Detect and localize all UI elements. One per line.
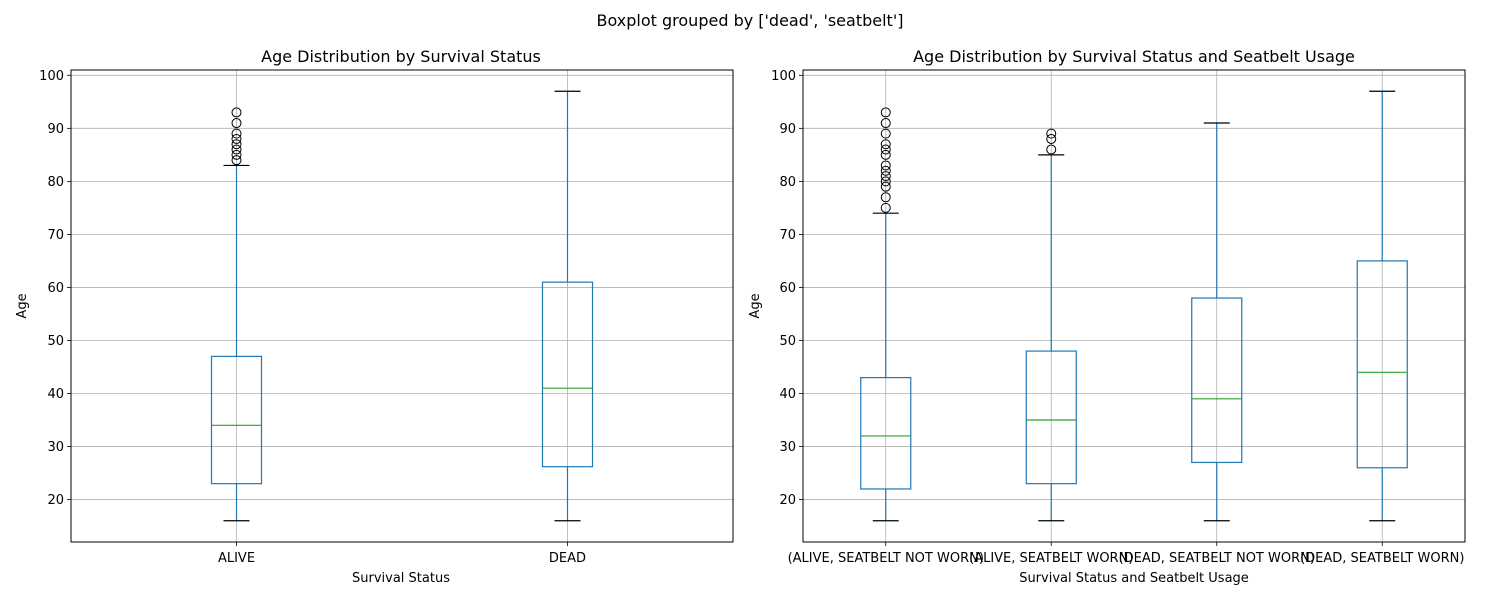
- y-tick-label: 30: [47, 440, 64, 455]
- y-tick-label: 20: [779, 493, 796, 508]
- iqr-box: [210, 355, 263, 485]
- panel-right-plot-area: 20 30 40 50 60 70 80 90 100 (ALIVE, SEATBELT NOT …: [771, 69, 1466, 566]
- iqr-box: [541, 281, 594, 468]
- outlier-point: [231, 155, 242, 166]
- outlier-point: [231, 149, 242, 160]
- box-group: [1356, 90, 1408, 522]
- x-tick-label: (DEAD, SEATBELT NOT WORN): [1119, 551, 1315, 566]
- axes-frame: [70, 69, 734, 543]
- y-tick-label: 60: [779, 281, 796, 296]
- y-tick-label: 80: [779, 175, 796, 190]
- x-tick-label: (DEAD, SEATBELT WORN): [1300, 551, 1464, 566]
- panel-right-ylabel: Age: [748, 293, 763, 318]
- y-tick-label: 100: [39, 69, 64, 84]
- outlier-point: [880, 118, 891, 129]
- outlier-point: [1046, 133, 1057, 144]
- y-tick-label: 90: [47, 122, 64, 137]
- y-tick-label: 90: [779, 122, 796, 137]
- y-tick-label: 60: [47, 281, 64, 296]
- box-group: [1025, 128, 1077, 522]
- outlier-point: [880, 139, 891, 150]
- outlier-point: [231, 128, 242, 139]
- outlier-point: [1046, 128, 1057, 139]
- box-group: [541, 90, 594, 522]
- box-group: [860, 107, 912, 522]
- outlier-point: [880, 202, 891, 213]
- panel-left-xlabel: Survival Status: [352, 571, 450, 586]
- outlier-point: [1046, 144, 1057, 155]
- panel-right-title: Age Distribution by Survival Status and …: [913, 47, 1355, 66]
- iqr-box: [1356, 260, 1408, 469]
- outlier-point: [880, 171, 891, 182]
- box-group: [1191, 122, 1243, 522]
- figure-suptitle: Boxplot grouped by ['dead', 'seatbelt']: [597, 11, 904, 30]
- outlier-point: [880, 181, 891, 192]
- panel-left-title: Age Distribution by Survival Status: [261, 47, 541, 66]
- outlier-point: [231, 118, 242, 129]
- x-tick-label: ALIVE: [218, 551, 255, 566]
- y-tick-label: 70: [47, 228, 64, 243]
- y-tick-label: 100: [771, 69, 796, 84]
- outlier-point: [231, 144, 242, 155]
- outlier-point: [880, 176, 891, 187]
- iqr-box: [1191, 297, 1243, 464]
- y-tick-label: 50: [779, 334, 796, 349]
- outlier-point: [231, 107, 242, 118]
- outlier-point: [880, 149, 891, 160]
- y-tick-label: 50: [47, 334, 64, 349]
- panel-right: Age Distribution by Survival Status and …: [748, 47, 1466, 586]
- axes-frame: [802, 69, 1466, 543]
- outlier-point: [880, 107, 891, 118]
- y-tick-label: 70: [779, 228, 796, 243]
- y-tick-label: 40: [779, 387, 796, 402]
- outlier-point: [880, 144, 891, 155]
- outlier-point: [880, 160, 891, 171]
- outlier-point: [880, 128, 891, 139]
- y-tick-label: 30: [779, 440, 796, 455]
- outlier-point: [231, 139, 242, 150]
- outlier-point: [880, 165, 891, 176]
- outlier-point: [231, 133, 242, 144]
- y-tick-label: 20: [47, 493, 64, 508]
- iqr-box: [1025, 350, 1077, 485]
- x-tick-label: DEAD: [549, 551, 586, 566]
- y-tick-label: 80: [47, 175, 64, 190]
- x-tick-label: (ALIVE, SEATBELT NOT WORN): [788, 551, 984, 566]
- panel-left: Age Distribution by Survival Status Surv…: [15, 47, 734, 586]
- iqr-box: [860, 376, 912, 490]
- y-tick-label: 40: [47, 387, 64, 402]
- panel-left-ylabel: Age: [15, 293, 30, 318]
- panel-right-xlabel: Survival Status and Seatbelt Usage: [1019, 571, 1249, 586]
- outlier-point: [880, 192, 891, 203]
- box-group: [210, 107, 263, 522]
- panel-left-plot-area: 20 30 40 50 60 70 80 90 100 ALIVE DEAD: [39, 69, 734, 566]
- x-tick-label: (ALIVE, SEATBELT WORN): [969, 551, 1133, 566]
